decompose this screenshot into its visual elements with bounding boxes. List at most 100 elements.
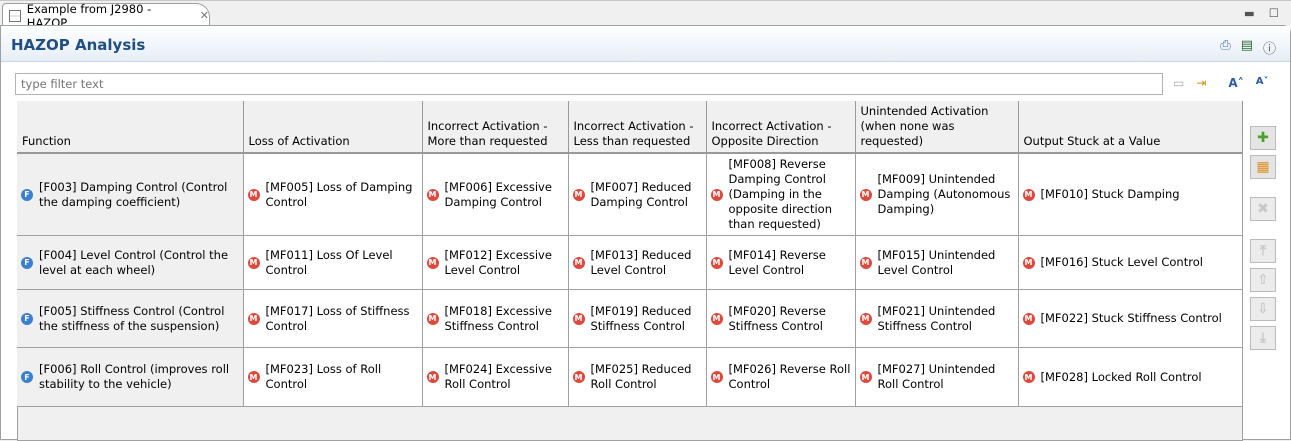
move-top-button[interactable]: ⤒ (1250, 239, 1276, 263)
increase-font-icon[interactable]: A˄ (1228, 76, 1244, 90)
malfunction-icon: M (426, 256, 439, 269)
malfunction-icon: M (426, 371, 439, 383)
cell-text: [MF028] Locked Roll Control (1040, 369, 1202, 384)
editor-tab[interactable]: Example from J2980 - HAZOP ✕ (2, 2, 210, 30)
report-icon[interactable]: ▤ (1240, 38, 1253, 53)
malfunction-icon: M (247, 256, 260, 269)
function-cell[interactable]: F [F003] Damping Control (Control the dam… (17, 153, 244, 236)
cell-text: [MF023] Loss of Roll Control (265, 362, 382, 391)
table-row[interactable]: F [F004] Level Control (Control the level… (17, 235, 1243, 290)
cell-text: [MF022] Stuck Stiffness Control (1040, 311, 1222, 325)
cell-text: [MF009] Unintended Damping (Autonomous D… (877, 172, 1011, 216)
malfunction-cell[interactable]: M [MF013] Reduced Level Control (568, 235, 707, 290)
column-header[interactable]: Output Stuck at a Value (1018, 101, 1243, 154)
table-row[interactable]: F [F005] Stiffness Control (Control the s… (17, 289, 1243, 348)
function-icon: F (21, 312, 33, 325)
malfunction-icon: M (710, 312, 723, 325)
malfunction-cell[interactable]: M [MF019] Reduced Stiffness Control (568, 289, 707, 348)
column-header[interactable]: Loss of Activation (243, 101, 423, 154)
malfunction-cell[interactable]: M [MF022] Stuck Stiffness Control (1018, 289, 1243, 348)
malfunction-cell[interactable]: M [MF006] Excessive Damping Control (422, 153, 569, 236)
column-header[interactable]: Incorrect Activation - Opposite Directio… (706, 101, 856, 154)
cell-text: [MF013] Reduced Level Control (590, 247, 692, 277)
add-function-button[interactable]: ✚ (1250, 126, 1276, 150)
column-header[interactable]: Function (17, 101, 244, 154)
column-header[interactable]: Unintended Activation (when none was req… (855, 101, 1019, 154)
malfunction-cell[interactable]: M [MF024] Excessive Roll Control (422, 347, 569, 407)
malfunction-cell[interactable]: M [MF014] Reverse Level Control (706, 235, 856, 290)
close-tab-icon[interactable]: ✕ (199, 9, 209, 22)
malfunction-icon: M (1022, 371, 1035, 383)
malfunction-cell[interactable]: M [MF005] Loss of Damping Control (243, 153, 423, 236)
malfunction-icon: M (572, 371, 585, 383)
maximize-icon[interactable]: ☐ (1268, 6, 1279, 20)
clear-filter-icon[interactable]: ▭ (1173, 76, 1185, 90)
malfunction-cell[interactable]: M [MF017] Loss of Stiffness Control (243, 289, 423, 348)
function-icon: F (21, 188, 33, 201)
malfunction-icon: M (710, 256, 723, 269)
malfunction-cell[interactable]: M [MF015] Unintended Level Control (855, 235, 1019, 290)
cell-text: [MF024] Excessive Roll Control (444, 362, 552, 391)
malfunction-icon: M (572, 312, 585, 325)
cell-text: [MF015] Unintended Level Control (877, 247, 996, 277)
move-up-button[interactable]: ⇧ (1250, 268, 1276, 292)
move-bottom-button[interactable]: ⤓ (1250, 326, 1276, 350)
cell-text: [MF014] Reverse Level Control (728, 247, 826, 277)
hazop-editor-icon (9, 9, 21, 22)
cell-text: [MF011] Loss Of Level Control (265, 247, 393, 277)
decrease-font-icon[interactable]: A˅ (1255, 76, 1269, 87)
cell-text: [MF008] Reverse Damping Control (Damping… (728, 157, 833, 231)
malfunction-cell[interactable]: M [MF023] Loss of Roll Control (243, 347, 423, 407)
malfunction-cell[interactable]: M [MF009] Unintended Damping (Autonomous … (855, 153, 1019, 236)
cell-text: [MF007] Reduced Damping Control (590, 179, 692, 209)
cell-text: [F004] Level Control (Control the level … (39, 247, 229, 277)
cell-text: [MF010] Stuck Damping (1040, 187, 1180, 201)
malfunction-cell[interactable]: M [MF007] Reduced Damping Control (568, 153, 707, 236)
table-row[interactable]: F [F003] Damping Control (Control the dam… (17, 153, 1243, 236)
malfunction-cell[interactable]: M [MF008] Reverse Damping Control (Dampin… (706, 153, 856, 236)
cell-text: [MF020] Reverse Stiffness Control (728, 303, 826, 333)
cell-text: [MF017] Loss of Stiffness Control (265, 303, 410, 333)
malfunction-cell[interactable]: M [MF016] Stuck Level Control (1018, 235, 1243, 290)
malfunction-icon: M (426, 188, 439, 201)
malfunction-cell[interactable]: M [MF018] Excessive Stiffness Control (422, 289, 569, 348)
column-header[interactable]: Incorrect Activation - More than request… (422, 101, 569, 154)
table-row[interactable]: F [F006] Roll Control (improves roll stab… (17, 347, 1243, 407)
cell-text: [MF025] Reduced Roll Control (590, 362, 692, 391)
help-icon[interactable]: ⓘ (1262, 42, 1276, 57)
malfunction-cell[interactable]: M [MF010] Stuck Damping (1018, 153, 1243, 236)
malfunction-cell[interactable]: M [MF012] Excessive Level Control (422, 235, 569, 290)
function-icon: F (21, 256, 33, 269)
print-icon[interactable]: ⎙ (1220, 38, 1231, 53)
move-down-button[interactable]: ⇩ (1250, 297, 1276, 321)
malfunction-icon: M (247, 188, 260, 201)
cell-text: [MF012] Excessive Level Control (444, 247, 552, 277)
malfunction-icon: M (1022, 312, 1035, 325)
malfunction-cell[interactable]: M [MF011] Loss Of Level Control (243, 235, 423, 290)
malfunction-icon: M (859, 188, 872, 201)
expand-columns-icon[interactable]: ⇥ (1196, 76, 1207, 90)
filter-input[interactable] (15, 73, 1163, 95)
add-column-button[interactable]: ▦ (1250, 155, 1276, 179)
malfunction-cell[interactable]: M [MF027] Unintended Roll Control (855, 347, 1019, 407)
minimize-icon[interactable]: ▬ (1243, 6, 1255, 20)
malfunction-cell[interactable]: M [MF020] Reverse Stiffness Control (706, 289, 856, 348)
malfunction-icon: M (247, 312, 260, 325)
malfunction-cell[interactable]: M [MF025] Reduced Roll Control (568, 347, 707, 407)
function-cell[interactable]: F [F005] Stiffness Control (Control the s… (17, 289, 244, 348)
malfunction-icon: M (1022, 256, 1035, 269)
malfunction-icon: M (710, 188, 723, 201)
delete-button[interactable]: ✖ (1250, 197, 1276, 221)
column-header[interactable]: Incorrect Activation - Less than request… (568, 101, 707, 154)
cell-text: [MF019] Reduced Stiffness Control (590, 303, 692, 333)
malfunction-cell[interactable]: M [MF021] Unintended Stiffness Control (855, 289, 1019, 348)
cell-text: [F006] Roll Control (improves roll stabi… (39, 362, 230, 391)
function-cell[interactable]: F [F004] Level Control (Control the level… (17, 235, 244, 290)
hazop-table: Function Loss of Activation Incorrect Acti… (17, 101, 1243, 407)
malfunction-icon: M (247, 371, 260, 383)
cell-text: [F003] Damping Control (Control the damp… (39, 179, 228, 209)
malfunction-icon: M (572, 256, 585, 269)
function-cell[interactable]: F [F006] Roll Control (improves roll stab… (17, 347, 244, 407)
malfunction-cell[interactable]: M [MF028] Locked Roll Control (1018, 347, 1243, 407)
malfunction-cell[interactable]: M [MF026] Reverse Roll Control (706, 347, 856, 407)
